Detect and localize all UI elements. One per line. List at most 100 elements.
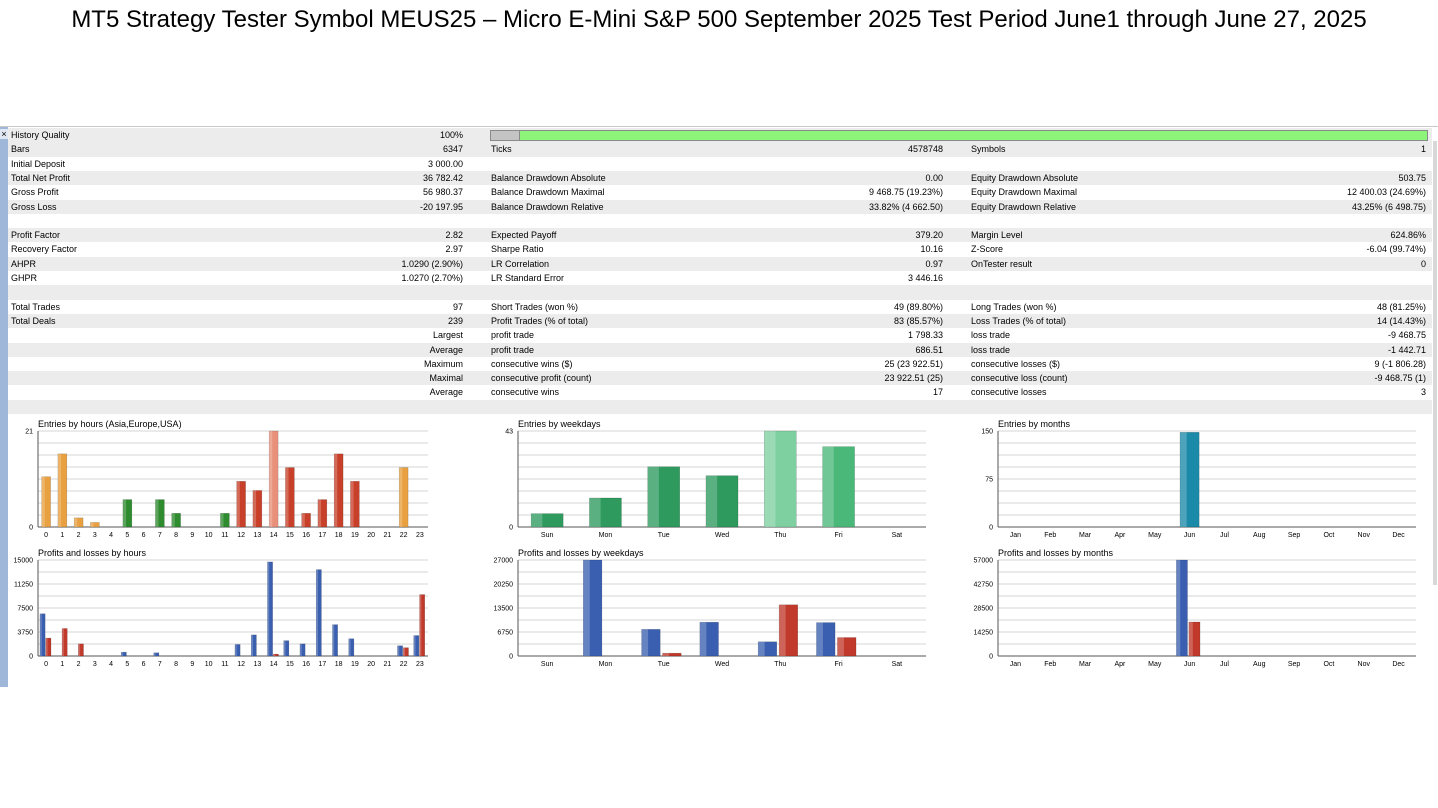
report-cell-l3: consecutive losses ($) [971,358,1061,369]
report-cell-l1 [11,357,211,371]
x-tick-label: 8 [174,532,178,539]
chart-title: Profits and losses by months [998,548,1114,558]
chart-bar-highlight [419,594,422,656]
x-tick-label: 9 [190,532,194,539]
report-row: Initial Deposit 3 000.00 [8,157,1432,171]
x-tick-label: 21 [383,532,391,539]
y-tick-label: 0 [509,654,513,661]
report-cell-v1: -20 197.95 [419,201,463,212]
report-cell-l2: consecutive wins [491,387,560,398]
chart-bar-highlight [299,643,302,656]
chart-bar [530,513,564,528]
y-tick-label: 3750 [17,630,33,637]
chart-bar [350,481,360,528]
chart-bar-highlight [285,467,289,527]
x-tick-label: 16 [302,661,310,668]
report-cell-v1: 3 000.00 [427,158,463,169]
report-cell-v3: -9 468.75 (1) [1374,373,1426,384]
x-tick-label: 10 [205,532,213,539]
report-cell-v3: 43.25% (6 498.75) [1351,201,1426,212]
report-cell-l3: Z-Score [971,244,1004,255]
report-cell-v1: 239 [447,315,463,326]
chart-bar [583,559,603,657]
report-cell-v3: -6.04 (99.74%) [1366,244,1426,255]
report-cell-l1: GHPR [11,273,38,283]
report-cell-v1: 1.0290 (2.90%) [401,258,463,269]
report-cell-l3: loss trade [971,344,1011,355]
x-tick-label: 15 [286,661,294,668]
report-cell-v3: -1 442.71 [1387,344,1426,355]
report-row: Maximum consecutive wins ($) 25 (23 922.51… [8,357,1432,371]
y-tick-label: 28500 [974,606,994,613]
chart-bar-highlight [779,604,786,656]
report-row: Gross Loss -20 197.95 Balance Drawdown Rel… [8,199,1432,214]
chart-bar-highlight [699,622,707,656]
x-tick-label: Sun [541,661,554,668]
x-tick-label: 19 [351,661,359,668]
report-cell-v1: 97 [452,301,463,312]
x-tick-label: 2 [77,532,81,539]
report-cell-l3: Long Trades (won %) [971,301,1057,312]
report-cell-v2: 1 798.33 [907,330,943,341]
close-icon[interactable]: × [0,129,8,139]
chart-entries-months: Entries by months 0 75 150 Jan Feb Mar Apr May Ju… [981,419,1416,549]
history-quality-bar-start [491,131,520,140]
chart-bar [403,647,409,657]
x-tick-label: Wed [715,661,729,668]
chart-bar-highlight [350,481,354,527]
chart-title: Entries by weekdays [518,419,601,429]
x-tick-label: Sep [1288,532,1301,539]
x-tick-label: Sat [892,532,903,539]
report-cell-l1 [11,371,211,385]
report-cell-v2: 3 446.16 [907,273,943,283]
report-cell-v3 [1226,285,1426,299]
x-tick-label: 22 [400,661,408,668]
chart-bar-highlight [764,431,776,527]
x-tick-label: 7 [158,532,162,539]
chart-bar-highlight [122,499,127,527]
report-cell-l1 [11,385,211,399]
y-tick-label: 75 [985,477,993,484]
x-tick-label: Tue [658,661,670,668]
report-cell-v2 [743,400,943,414]
report-row [8,399,1432,414]
chart-bar-highlight [251,634,254,656]
chart-bar [315,569,322,657]
x-tick-label: 0 [44,661,48,668]
chart-bar-highlight [155,499,159,527]
report-cell-v1: 56 980.37 [422,187,463,198]
x-tick-label: 23 [416,532,424,539]
chart-bar [61,628,68,657]
report-cell-v2 [743,285,943,299]
chart-bar [78,643,84,657]
report-row: Largest profit trade 1 798.33 loss trade -9 … [8,328,1432,342]
x-tick-label: 6 [142,532,146,539]
chart-bar-highlight [583,560,590,656]
report-cell-l2: profit trade [491,344,535,355]
report-row: Recovery Factor 2.97 Sharpe Ratio 10.16 Z-Sc… [8,242,1432,256]
report-cell-l2: consecutive profit (count) [491,373,592,384]
report-cell-v3: 503.75 [1398,172,1426,183]
vertical-scrollbar[interactable] [1433,141,1437,585]
chart-bar [317,499,328,528]
x-tick-label: Jul [1220,661,1229,668]
chart-bar-highlight [334,453,338,527]
chart-bar-highlight [822,446,834,527]
report-cell-l2: Profit Trades (% of total) [491,315,589,326]
y-tick-label: 13500 [494,606,514,613]
report-cell-l3: Symbols [971,144,1006,155]
x-tick-label: Feb [1044,661,1056,668]
chart-bar [234,644,241,657]
report-cell-l3: consecutive losses [971,387,1047,398]
report-cell-v3 [1226,157,1426,171]
chart-bar [662,652,682,657]
chart-bar-highlight [1176,560,1181,656]
x-tick-label: 10 [205,661,213,668]
x-tick-label: 3 [93,661,97,668]
chart-title: Entries by hours (Asia,Europe,USA) [38,419,182,429]
report-cell-l2: LR Standard Error [491,273,565,283]
report-cell-l1: Gross Loss [11,201,57,212]
x-tick-label: 8 [174,661,178,668]
chart-bar-highlight [234,644,237,656]
x-tick-label: 13 [253,532,261,539]
